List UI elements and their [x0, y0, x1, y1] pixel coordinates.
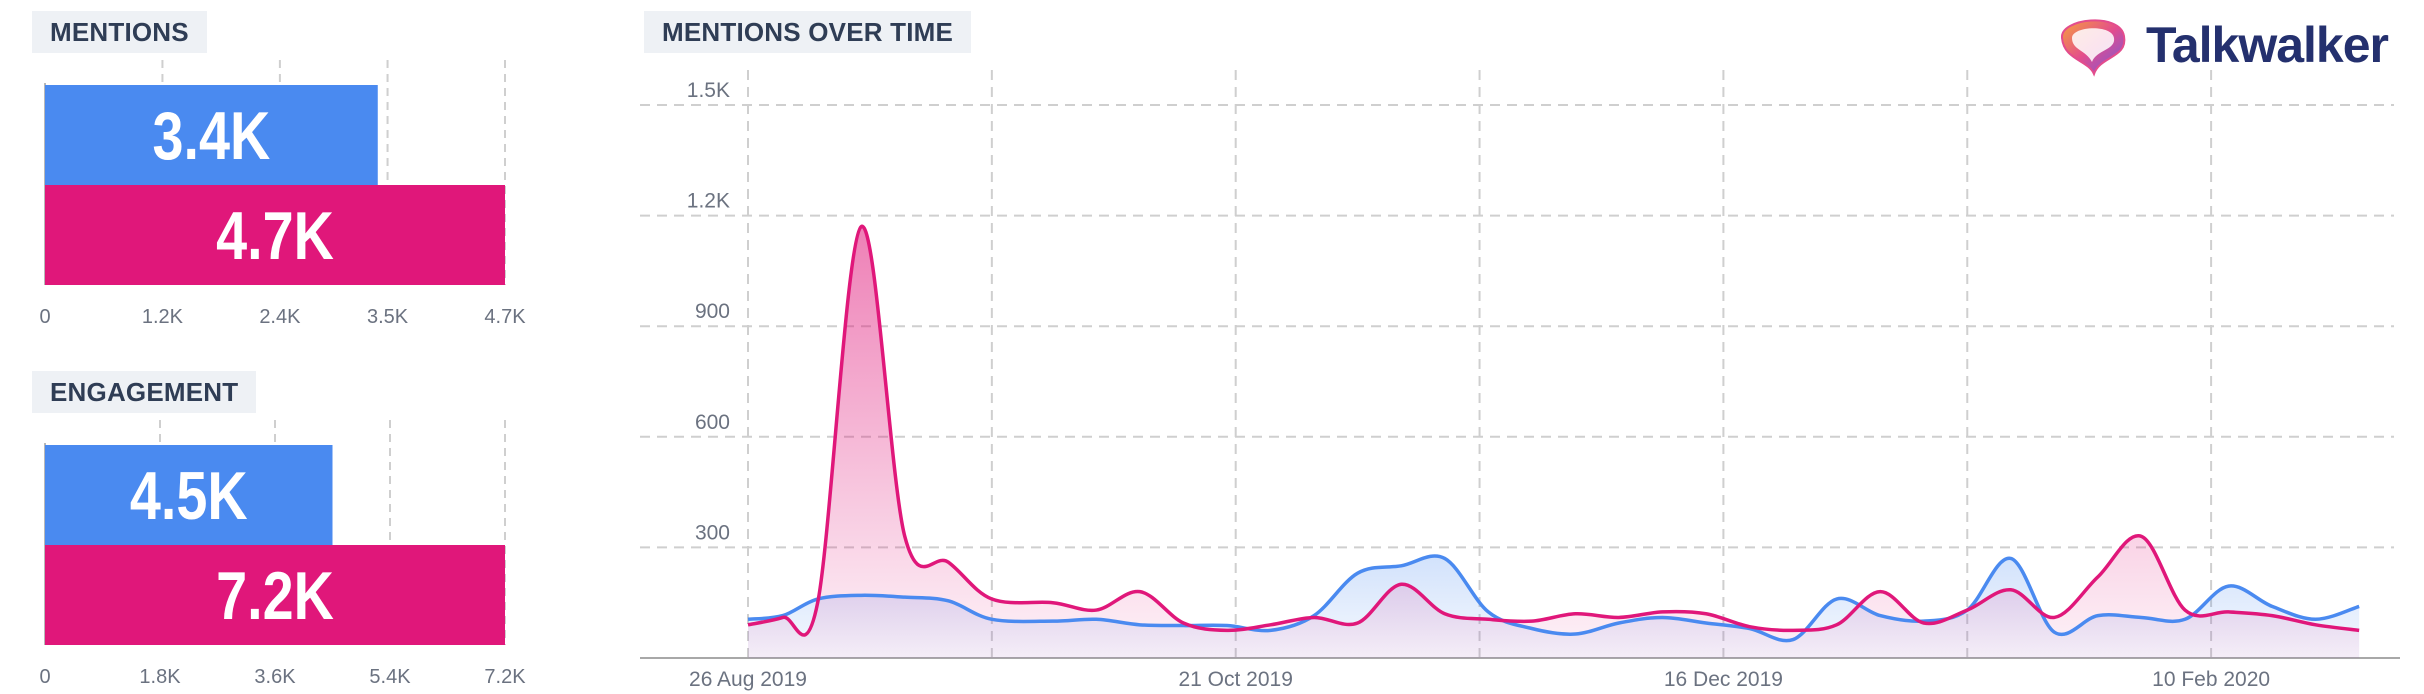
x-tick-label: 16 Dec 2019	[1664, 668, 1783, 691]
y-tick-label: 1.2K	[687, 190, 730, 213]
bar	[45, 445, 333, 545]
y-tick-label: 900	[695, 300, 730, 323]
mentions-title: MENTIONS	[32, 11, 207, 53]
x-tick-label: 2.4K	[259, 306, 301, 328]
engagement-title: ENGAGEMENT	[32, 371, 257, 413]
x-tick-label: 1.8K	[139, 666, 181, 688]
bar-value-label: 4.7K	[216, 199, 334, 274]
mentions-over-time-title: MENTIONS OVER TIME	[644, 11, 972, 53]
y-tick-label: 600	[695, 411, 730, 434]
x-tick-label: 7.2K	[484, 666, 526, 688]
engagement-bar-chart: 4.5K 7.2K 0 1.8K 3.6K 5.4K 7.2K	[39, 420, 526, 688]
series-area	[748, 226, 2360, 658]
x-tick-label: 1.2K	[142, 306, 184, 328]
x-tick-label: 0	[39, 666, 50, 688]
bar	[45, 545, 505, 645]
bar-value-label: 3.4K	[153, 99, 271, 174]
bar-value-label: 7.2K	[216, 559, 334, 634]
y-tick-label: 1.5K	[687, 79, 730, 102]
series-line	[747, 554, 2360, 643]
talkwalker-logo-icon	[2060, 19, 2126, 77]
x-tick-label: 4.7K	[484, 306, 526, 328]
mentions-over-time-chart: 300 600 900 1.2K 1.5K 26 Aug 2019 21 Oct 2019 1…	[640, 70, 2400, 691]
x-tick-label: 0	[39, 306, 50, 328]
y-tick-label: 300	[695, 521, 730, 544]
mentions-bar-chart: 3.4K 4.7K 0 1.2K 2.4K 3.5K 4.7K	[39, 60, 526, 328]
x-tick-label: 21 Oct 2019	[1178, 668, 1292, 691]
bar	[45, 185, 505, 285]
x-tick-label: 5.4K	[369, 666, 411, 688]
x-tick-label: 10 Feb 2020	[2152, 668, 2270, 691]
x-tick-label: 3.6K	[254, 666, 296, 688]
x-tick-label: 3.5K	[367, 306, 409, 328]
series-line	[747, 224, 2360, 637]
talkwalker-logo-text: Talkwalker	[2146, 17, 2389, 73]
x-tick-label: 26 Aug 2019	[689, 668, 807, 691]
bar-value-label: 4.5K	[130, 459, 248, 534]
bar	[45, 85, 378, 185]
